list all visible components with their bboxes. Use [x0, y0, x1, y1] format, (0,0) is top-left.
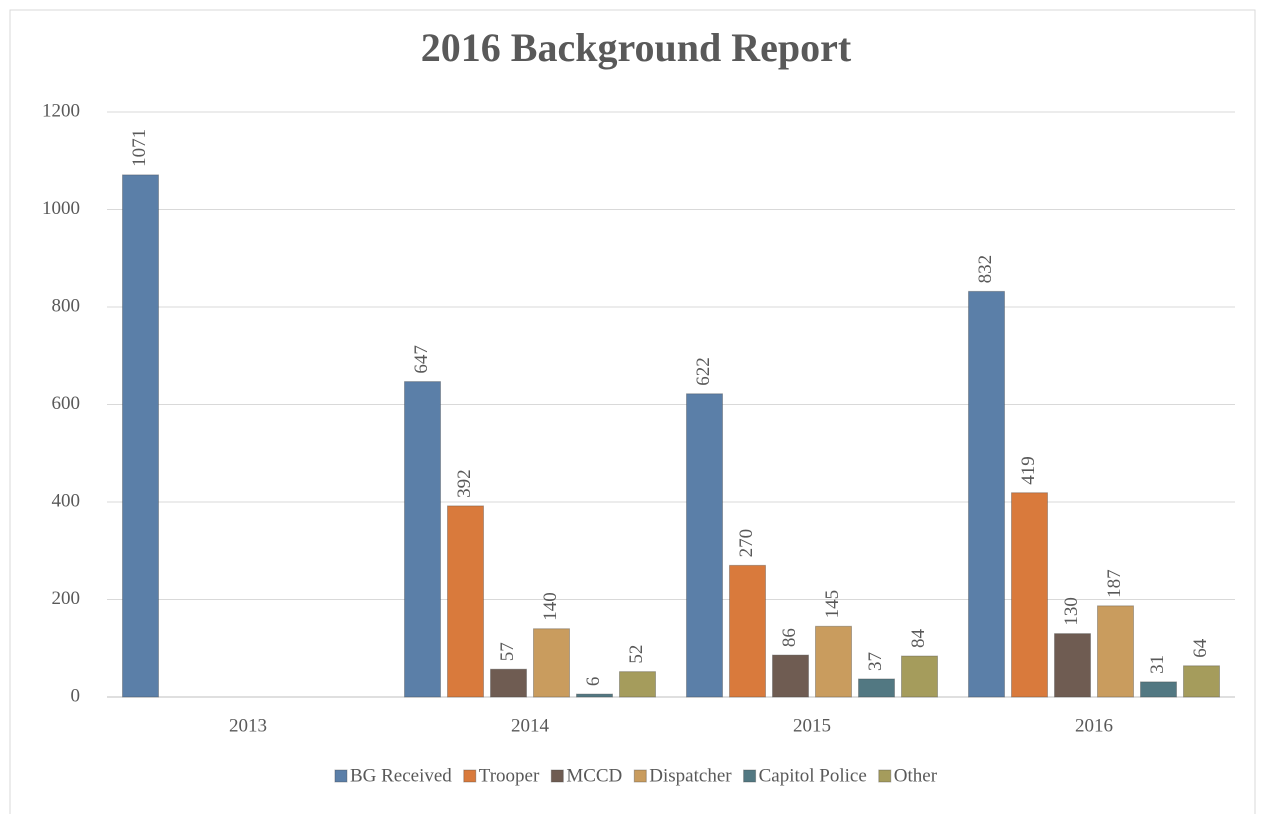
bar	[1054, 633, 1091, 698]
value-label: 52	[626, 645, 647, 664]
bar	[1011, 492, 1048, 698]
bar	[729, 564, 766, 698]
value-label: 84	[908, 629, 929, 649]
bar	[619, 671, 656, 698]
bar	[533, 628, 570, 698]
value-label: 140	[540, 592, 561, 621]
value-label: 392	[454, 469, 475, 498]
legend-swatch	[878, 769, 892, 783]
value-label: 37	[865, 652, 886, 671]
value-label: 145	[822, 590, 843, 619]
bar	[1140, 681, 1177, 698]
x-tick-label: 2013	[229, 715, 267, 736]
bar	[815, 625, 852, 698]
legend-swatch	[550, 769, 564, 783]
bar	[404, 381, 441, 698]
y-tick-label: 200	[52, 588, 81, 609]
value-label: 419	[1018, 456, 1039, 485]
bar	[968, 290, 1005, 698]
x-tick-label: 2015	[793, 715, 831, 736]
y-tick-label: 600	[52, 393, 81, 414]
bar	[1097, 605, 1134, 698]
legend-swatch	[633, 769, 647, 783]
legend-swatch	[743, 769, 757, 783]
value-label: 130	[1061, 597, 1082, 626]
legend-label: Dispatcher	[649, 765, 732, 786]
value-label: 64	[1190, 638, 1211, 658]
value-label: 622	[693, 357, 714, 386]
y-tick-label: 800	[52, 295, 81, 316]
bar	[1183, 665, 1220, 698]
legend-swatch	[334, 769, 348, 783]
value-label: 31	[1147, 655, 1168, 674]
bar	[772, 654, 809, 698]
bar	[901, 655, 938, 698]
x-tick-label: 2016	[1075, 715, 1113, 736]
y-tick-label: 1000	[42, 198, 80, 219]
legend-label: Other	[894, 765, 938, 786]
value-label: 647	[411, 345, 432, 374]
bar	[122, 174, 159, 698]
value-label: 57	[497, 642, 518, 661]
value-label: 187	[1104, 569, 1125, 598]
x-tick-label: 2014	[511, 715, 550, 736]
legend-label: BG Received	[350, 765, 452, 786]
chart-title: 2016 Background Report	[421, 25, 852, 70]
y-tick-label: 0	[71, 685, 81, 706]
value-label: 1071	[129, 129, 150, 167]
y-tick-label: 1200	[42, 100, 80, 121]
bar	[858, 678, 895, 698]
legend-label: MCCD	[566, 765, 622, 786]
y-tick-label: 400	[52, 490, 81, 511]
value-label: 6	[583, 677, 604, 687]
bar	[576, 693, 613, 698]
legend-label: Capitol Police	[759, 765, 867, 786]
bar	[490, 668, 527, 698]
legend-label: Trooper	[479, 765, 540, 786]
value-label: 270	[736, 529, 757, 558]
legend-swatch	[463, 769, 477, 783]
value-label: 832	[975, 255, 996, 284]
bar	[686, 393, 723, 698]
bar	[447, 505, 484, 698]
value-label: 86	[779, 628, 800, 647]
